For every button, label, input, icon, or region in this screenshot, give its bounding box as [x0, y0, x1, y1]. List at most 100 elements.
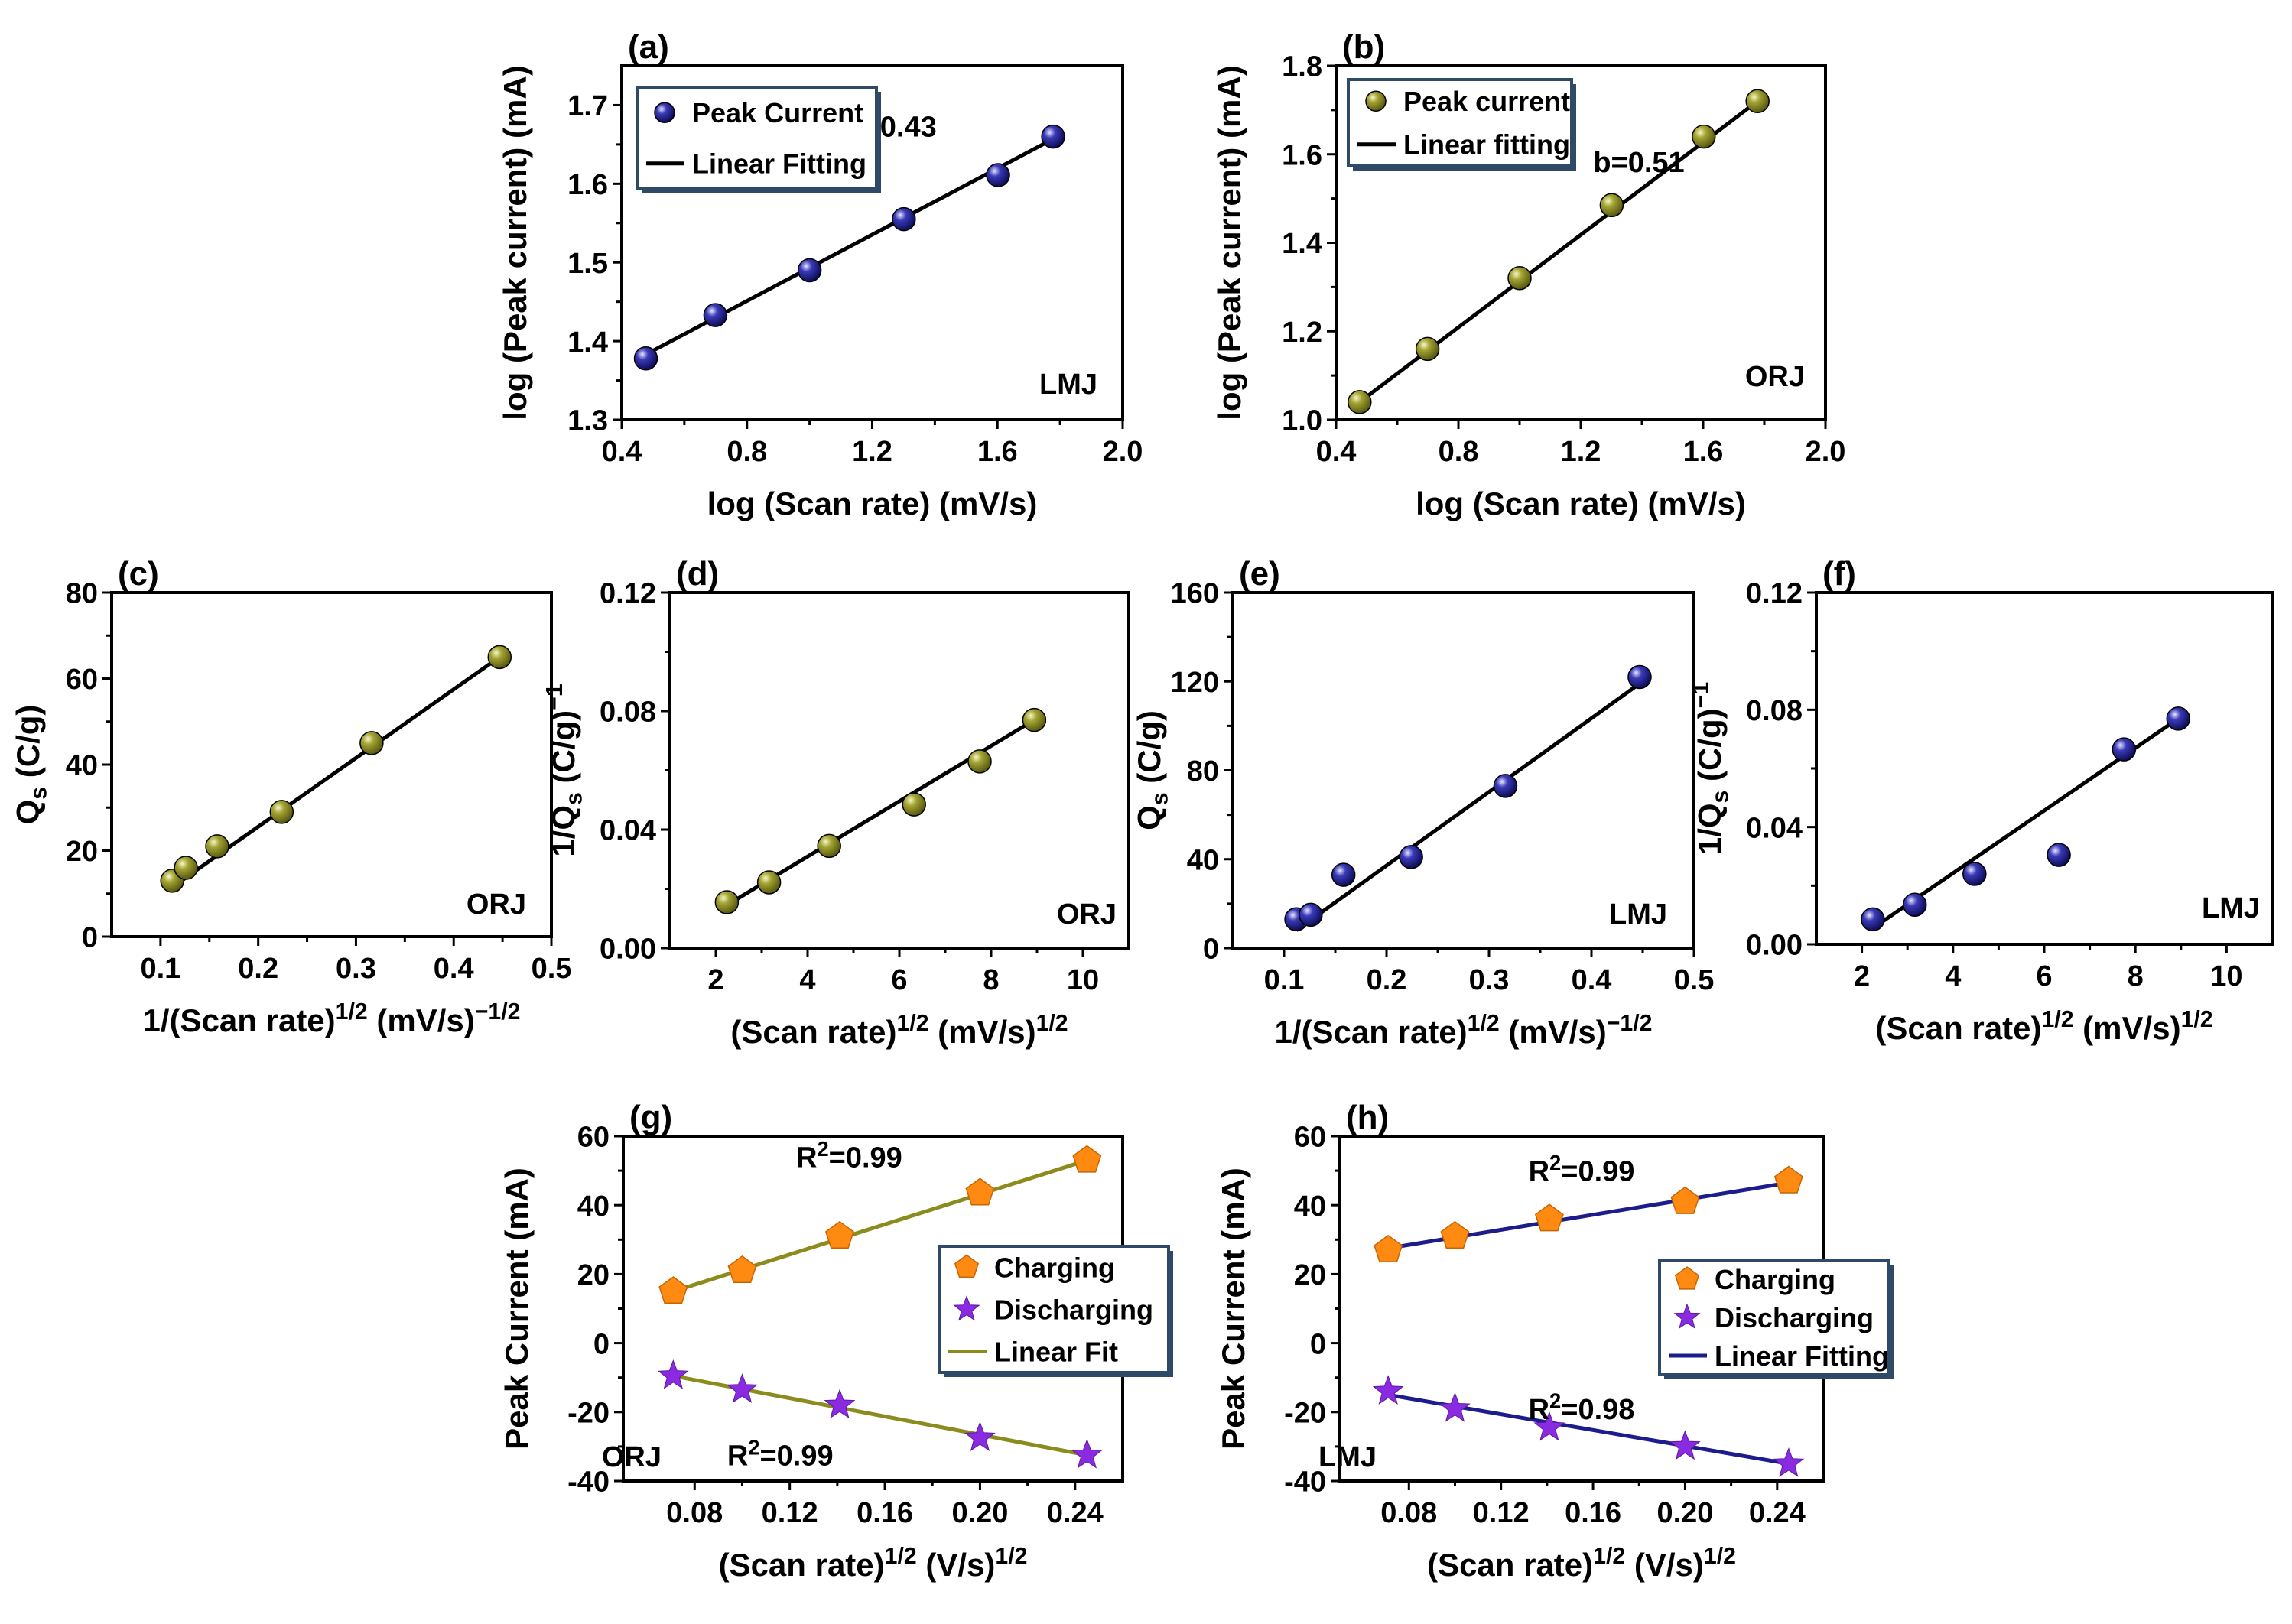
x-axis-label-h: (Scan rate)1/2 (V/s)1/2	[1427, 1544, 1736, 1583]
y-tick-label-h-3: 20	[1294, 1259, 1326, 1291]
y-tick-label-f-0: 0.00	[1746, 930, 1803, 962]
legend-label-h-2: Linear Fitting	[1715, 1340, 1889, 1372]
x-tick-label-b-2: 1.2	[1561, 436, 1601, 468]
data-point-h-0-3	[1670, 1186, 1700, 1214]
legend-marker-h-1	[1673, 1303, 1701, 1329]
y-tick-label-b-3: 1.6	[1282, 139, 1322, 171]
x-tick-label-g-1: 0.12	[762, 1497, 818, 1529]
fit-line-e-0	[1295, 682, 1641, 932]
y-tick-label-e-1: 40	[1187, 844, 1219, 876]
legend-label-a-0: Peak Current	[692, 97, 863, 128]
x-axis-label-d: (Scan rate)1/2 (mV/s)1/2	[730, 1011, 1068, 1050]
legend-label-g-1: Discharging	[994, 1294, 1153, 1325]
data-point-h-1-2	[1533, 1411, 1565, 1441]
y-tick-label-h-0: -40	[1284, 1466, 1326, 1499]
data-point-e-0-4	[1493, 774, 1518, 798]
chart-panel-c: 0.1 0.2 0.3 0.4 0.5 0 20 40 60 80 1/(Scan rate)1/2…	[10, 555, 571, 1038]
x-tick-label-c-0: 0.1	[140, 953, 180, 985]
data-point-c-0-3	[269, 800, 294, 824]
x-axis-label-e: 1/(Scan rate)1/2 (mV/s)−1/2	[1275, 1011, 1653, 1050]
legend-a: Peak Current Linear Fitting	[636, 86, 881, 193]
chart-panel-d: 2 4 6 8 10 0.00 0.04 0.08 0.12 (Scan rate)1/2 (mV…	[542, 555, 1130, 1050]
data-point-d-0-2	[817, 833, 841, 859]
data-point-b-0-2	[1507, 266, 1532, 291]
data-point-h-0-4	[1773, 1165, 1803, 1194]
x-tick-label-c-3: 0.4	[434, 953, 474, 985]
charts-root: 0.4 0.8 1.2 1.6 2.0 1.3 1.4 1.5 1.6 1.7 log (Scan …	[10, 28, 2274, 1583]
x-tick-label-d-1: 4	[799, 964, 815, 996]
legend-label-g-2: Linear Fit	[994, 1336, 1118, 1367]
data-point-a-0-4	[986, 163, 1010, 187]
data-point-g-1-0	[657, 1359, 689, 1389]
y-tick-label-a-3: 1.6	[567, 169, 608, 201]
x-tick-label-f-4: 10	[2210, 960, 2242, 992]
y-tick-label-f-1: 0.04	[1746, 812, 1803, 844]
y-tick-label-h-1: -20	[1284, 1397, 1326, 1429]
legend-marker-a-0	[654, 102, 675, 123]
sample-tag-f: LMJ	[2202, 892, 2260, 924]
x-tick-label-h-2: 0.16	[1565, 1497, 1621, 1529]
x-tick-label-g-2: 0.16	[857, 1497, 913, 1529]
y-tick-label-g-4: 40	[577, 1190, 610, 1223]
panel-label-b: (b)	[1342, 28, 1385, 66]
x-tick-label-c-1: 0.2	[238, 953, 278, 985]
y-tick-label-d-1: 0.04	[600, 815, 656, 847]
data-point-h-0-2	[1534, 1203, 1564, 1232]
data-point-a-0-1	[703, 303, 728, 327]
y-tick-label-g-1: -20	[567, 1397, 610, 1429]
legend-g: Charging Discharging Linear Fit	[938, 1245, 1173, 1377]
x-tick-label-f-2: 6	[2036, 960, 2052, 992]
legend-marker-g-1	[953, 1295, 980, 1321]
data-point-c-0-4	[359, 731, 384, 755]
y-tick-label-g-3: 20	[577, 1259, 610, 1291]
x-tick-label-e-1: 0.2	[1367, 964, 1407, 996]
y-tick-label-b-4: 1.8	[1282, 51, 1322, 83]
x-tick-label-d-0: 2	[707, 964, 723, 996]
panel-label-d: (d)	[676, 555, 719, 593]
y-tick-label-d-2: 0.08	[600, 697, 656, 729]
y-tick-label-b-0: 1.0	[1282, 405, 1322, 437]
legend-marker-b-0	[1365, 90, 1387, 112]
y-axis-label-c: Qs (C/g)	[10, 705, 51, 825]
data-point-g-1-1	[727, 1373, 758, 1403]
data-point-g-0-0	[658, 1276, 688, 1304]
legend-marker-h-0	[1674, 1266, 1700, 1290]
annotation-g-0: R2=0.99	[796, 1137, 902, 1174]
data-point-e-0-3	[1399, 845, 1423, 869]
legend-box-a	[636, 86, 878, 190]
x-tick-label-a-3: 1.6	[977, 436, 1018, 468]
y-tick-label-b-1: 1.2	[1282, 317, 1322, 349]
x-tick-label-g-3: 0.20	[951, 1497, 1008, 1529]
plot-frame-f	[1815, 591, 2274, 946]
chart-panel-b: 0.4 0.8 1.2 1.6 2.0 1.0 1.2 1.4 1.6 1.8 log (Scan …	[1211, 28, 1845, 521]
x-tick-label-c-2: 0.3	[336, 953, 376, 985]
x-tick-label-e-4: 0.5	[1674, 964, 1715, 996]
y-axis-label-d: 1/Qs (C/g)−1	[542, 684, 587, 856]
annotation-g-1: R2=0.99	[727, 1435, 834, 1472]
y-tick-label-b-2: 1.4	[1282, 228, 1322, 260]
y-tick-label-g-0: -40	[567, 1466, 610, 1499]
y-axis-label-h: Peak Current (mA)	[1215, 1168, 1251, 1450]
x-tick-label-h-3: 0.20	[1656, 1497, 1713, 1529]
y-axis-label-g: Peak Current (mA)	[499, 1168, 535, 1450]
data-point-b-0-4	[1692, 124, 1716, 149]
x-tick-label-e-0: 0.1	[1264, 964, 1305, 996]
x-tick-label-a-4: 2.0	[1103, 436, 1143, 468]
data-point-f-0-0	[1861, 907, 1885, 932]
data-point-h-1-4	[1773, 1447, 1805, 1477]
y-axis-label-a: log (Peak current) (mA)	[497, 65, 533, 420]
x-tick-label-c-4: 0.5	[532, 953, 572, 985]
data-point-f-0-1	[1902, 892, 1927, 917]
x-tick-label-a-1: 0.8	[727, 436, 767, 468]
x-tick-label-f-3: 8	[2128, 960, 2144, 992]
panel-label-g: (g)	[629, 1099, 672, 1136]
sample-tag-d: ORJ	[1057, 898, 1117, 931]
legend-label-b-0: Peak current	[1403, 86, 1570, 117]
chart-panel-g: 0.08 0.12 0.16 0.20 0.24 -40 -20 0 20 40 60 (Scan r…	[499, 1099, 1173, 1583]
y-tick-label-g-5: 60	[577, 1122, 610, 1154]
y-tick-label-e-0: 0	[1203, 934, 1219, 966]
x-tick-label-d-2: 6	[891, 964, 907, 996]
y-tick-label-d-3: 0.12	[600, 578, 656, 610]
y-tick-label-e-2: 80	[1187, 755, 1219, 788]
y-axis-label-b: log (Peak current) (mA)	[1211, 65, 1247, 420]
